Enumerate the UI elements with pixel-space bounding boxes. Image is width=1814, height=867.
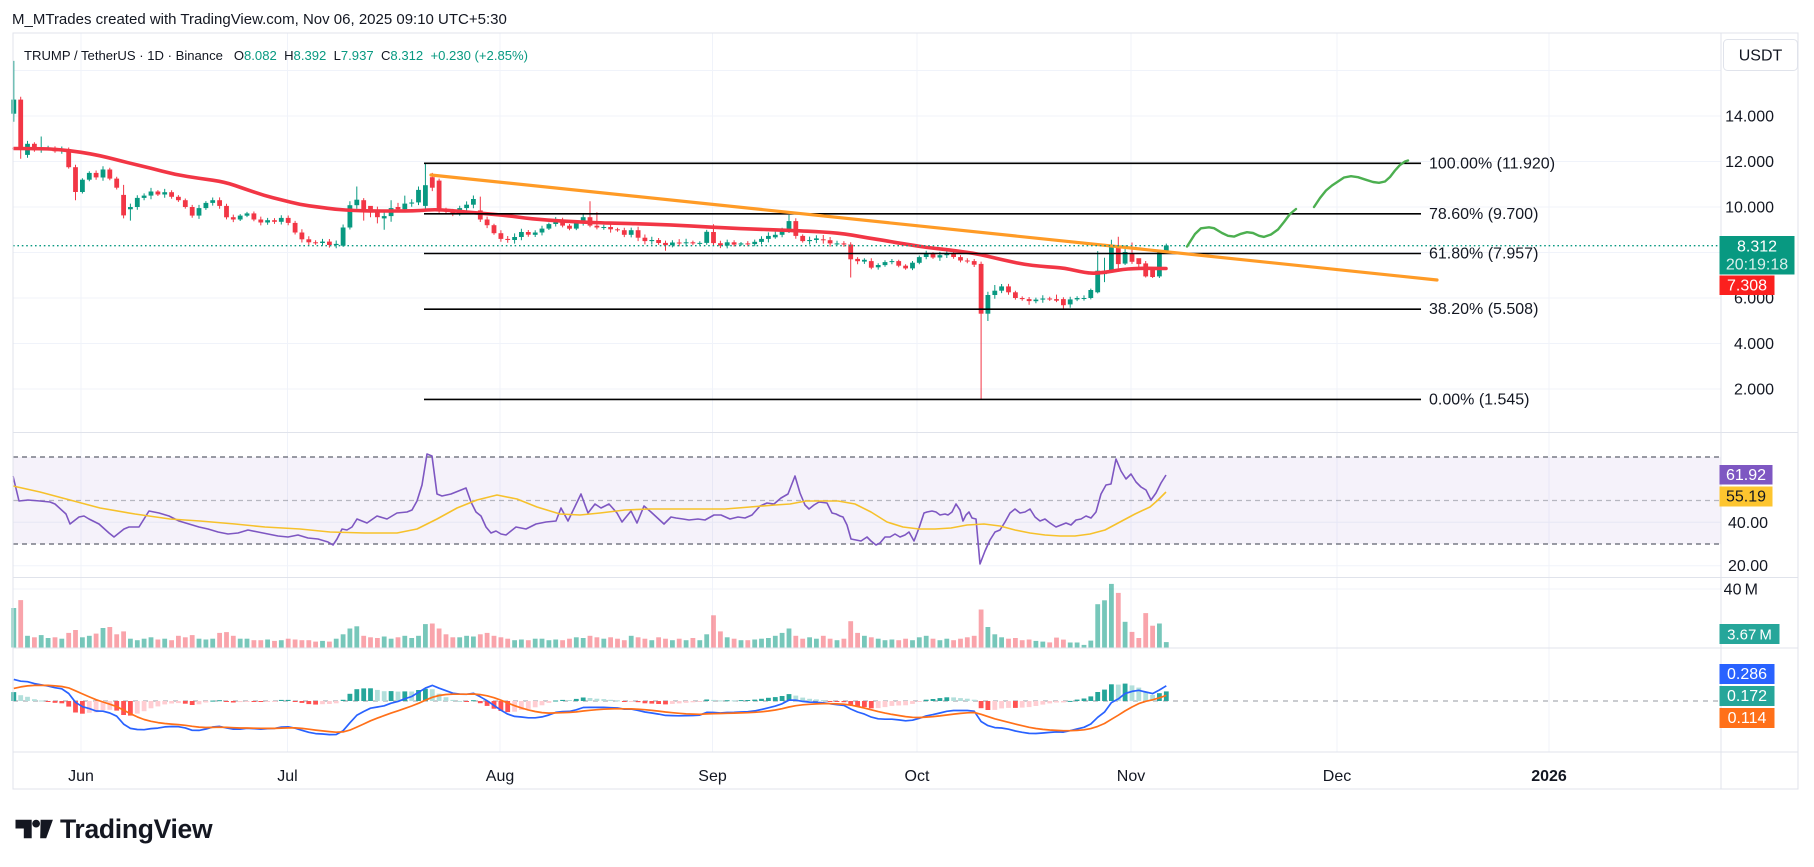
svg-text:10.000: 10.000 xyxy=(1725,200,1774,217)
svg-text:78.60% (9.700): 78.60% (9.700) xyxy=(1429,206,1538,223)
svg-text:55.19: 55.19 xyxy=(1726,489,1766,506)
svg-text:2.000: 2.000 xyxy=(1734,382,1774,399)
svg-text:USDT: USDT xyxy=(1739,48,1783,65)
svg-text:Jun: Jun xyxy=(68,768,94,785)
svg-text:100.00% (11.920): 100.00% (11.920) xyxy=(1429,155,1555,172)
svg-text:Sep: Sep xyxy=(698,768,727,785)
svg-text:61.92: 61.92 xyxy=(1726,467,1766,484)
svg-text:TRUMP / TetherUS · 1D · Binanc: TRUMP / TetherUS · 1D · Binance O8.082 H… xyxy=(24,48,528,63)
svg-text:12.000: 12.000 xyxy=(1725,154,1774,171)
svg-text:0.114: 0.114 xyxy=(1728,710,1767,727)
svg-text:61.80% (7.957): 61.80% (7.957) xyxy=(1429,246,1538,263)
svg-text:2026: 2026 xyxy=(1531,768,1567,785)
svg-text:Jul: Jul xyxy=(277,768,297,785)
svg-text:TradingView: TradingView xyxy=(60,814,213,844)
svg-text:M_MTrades created with Trading: M_MTrades created with TradingView.com, … xyxy=(12,11,507,28)
svg-text:Dec: Dec xyxy=(1323,768,1351,785)
svg-text:38.20% (5.508): 38.20% (5.508) xyxy=(1429,301,1538,318)
svg-text:3.67 M: 3.67 M xyxy=(1727,627,1772,644)
svg-text:40 M: 40 M xyxy=(1724,582,1758,599)
svg-text:20:19:18: 20:19:18 xyxy=(1726,257,1788,274)
svg-text:Aug: Aug xyxy=(486,768,514,785)
svg-text:14.000: 14.000 xyxy=(1725,109,1774,126)
svg-text:0.172: 0.172 xyxy=(1727,688,1767,705)
svg-text:40.00: 40.00 xyxy=(1728,515,1768,532)
svg-text:8.312: 8.312 xyxy=(1737,239,1777,256)
svg-text:Oct: Oct xyxy=(905,768,930,785)
svg-text:0.286: 0.286 xyxy=(1727,666,1767,683)
svg-text:7.308: 7.308 xyxy=(1727,278,1767,295)
svg-text:0.00% (1.545): 0.00% (1.545) xyxy=(1429,391,1530,408)
svg-text:4.000: 4.000 xyxy=(1734,336,1774,353)
svg-text:20.00: 20.00 xyxy=(1728,558,1768,575)
svg-text:Nov: Nov xyxy=(1117,768,1145,785)
